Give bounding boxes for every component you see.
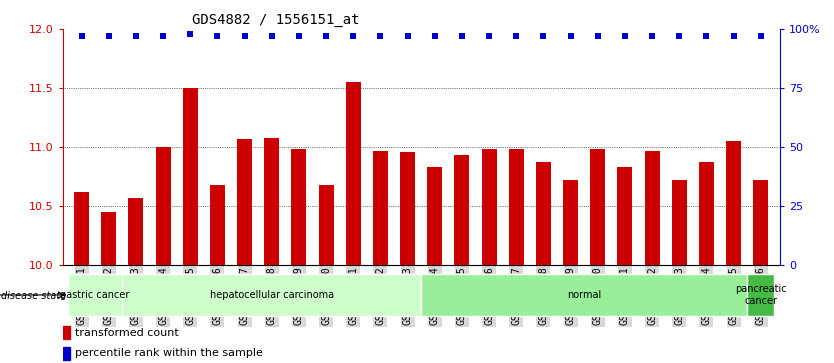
- Point: [238, 33, 251, 39]
- Point: [564, 33, 577, 39]
- Point: [646, 33, 659, 39]
- Text: gastric cancer: gastric cancer: [60, 290, 130, 300]
- Bar: [536, 162, 551, 265]
- Bar: [427, 167, 442, 265]
- Bar: [74, 192, 89, 265]
- Text: disease state: disease state: [1, 291, 66, 301]
- Bar: [747, 274, 774, 316]
- Point: [591, 33, 605, 39]
- Point: [455, 33, 469, 39]
- Point: [347, 33, 360, 39]
- Point: [211, 33, 224, 39]
- Point: [510, 33, 523, 39]
- Point: [157, 33, 170, 39]
- Bar: [319, 185, 334, 265]
- Bar: [645, 151, 660, 265]
- Bar: [346, 82, 361, 265]
- Point: [700, 33, 713, 39]
- Point: [428, 33, 441, 39]
- Bar: [617, 167, 632, 265]
- Point: [265, 33, 279, 39]
- Point: [672, 33, 686, 39]
- Point: [537, 33, 550, 39]
- Bar: [101, 212, 116, 265]
- Text: transformed count: transformed count: [75, 327, 178, 338]
- Point: [754, 33, 767, 39]
- Point: [482, 33, 495, 39]
- Bar: [509, 149, 524, 265]
- Bar: [481, 149, 496, 265]
- Bar: [753, 180, 768, 265]
- Bar: [68, 274, 123, 316]
- Text: pancreatic
cancer: pancreatic cancer: [735, 284, 786, 306]
- Bar: [563, 180, 578, 265]
- Bar: [123, 274, 421, 316]
- Point: [292, 33, 305, 39]
- Bar: [63, 326, 70, 339]
- Bar: [128, 198, 143, 265]
- Text: hepatocellular carcinoma: hepatocellular carcinoma: [209, 290, 334, 300]
- Point: [727, 33, 741, 39]
- Bar: [291, 149, 306, 265]
- Bar: [699, 162, 714, 265]
- Point: [374, 33, 387, 39]
- Point: [618, 33, 631, 39]
- Bar: [156, 147, 170, 265]
- Point: [129, 33, 143, 39]
- Point: [401, 33, 414, 39]
- Point: [75, 33, 88, 39]
- Bar: [672, 180, 686, 265]
- Bar: [455, 155, 470, 265]
- Bar: [590, 149, 605, 265]
- Bar: [400, 152, 415, 265]
- Bar: [237, 139, 252, 265]
- Point: [319, 33, 333, 39]
- Bar: [264, 138, 279, 265]
- Bar: [210, 185, 225, 265]
- Bar: [183, 88, 198, 265]
- Point: [102, 33, 115, 39]
- Point: [183, 31, 197, 37]
- Bar: [726, 141, 741, 265]
- Text: percentile rank within the sample: percentile rank within the sample: [75, 348, 263, 358]
- Bar: [63, 347, 70, 360]
- Text: normal: normal: [567, 290, 601, 300]
- Bar: [421, 274, 747, 316]
- Text: GDS4882 / 1556151_at: GDS4882 / 1556151_at: [192, 13, 359, 26]
- Bar: [373, 151, 388, 265]
